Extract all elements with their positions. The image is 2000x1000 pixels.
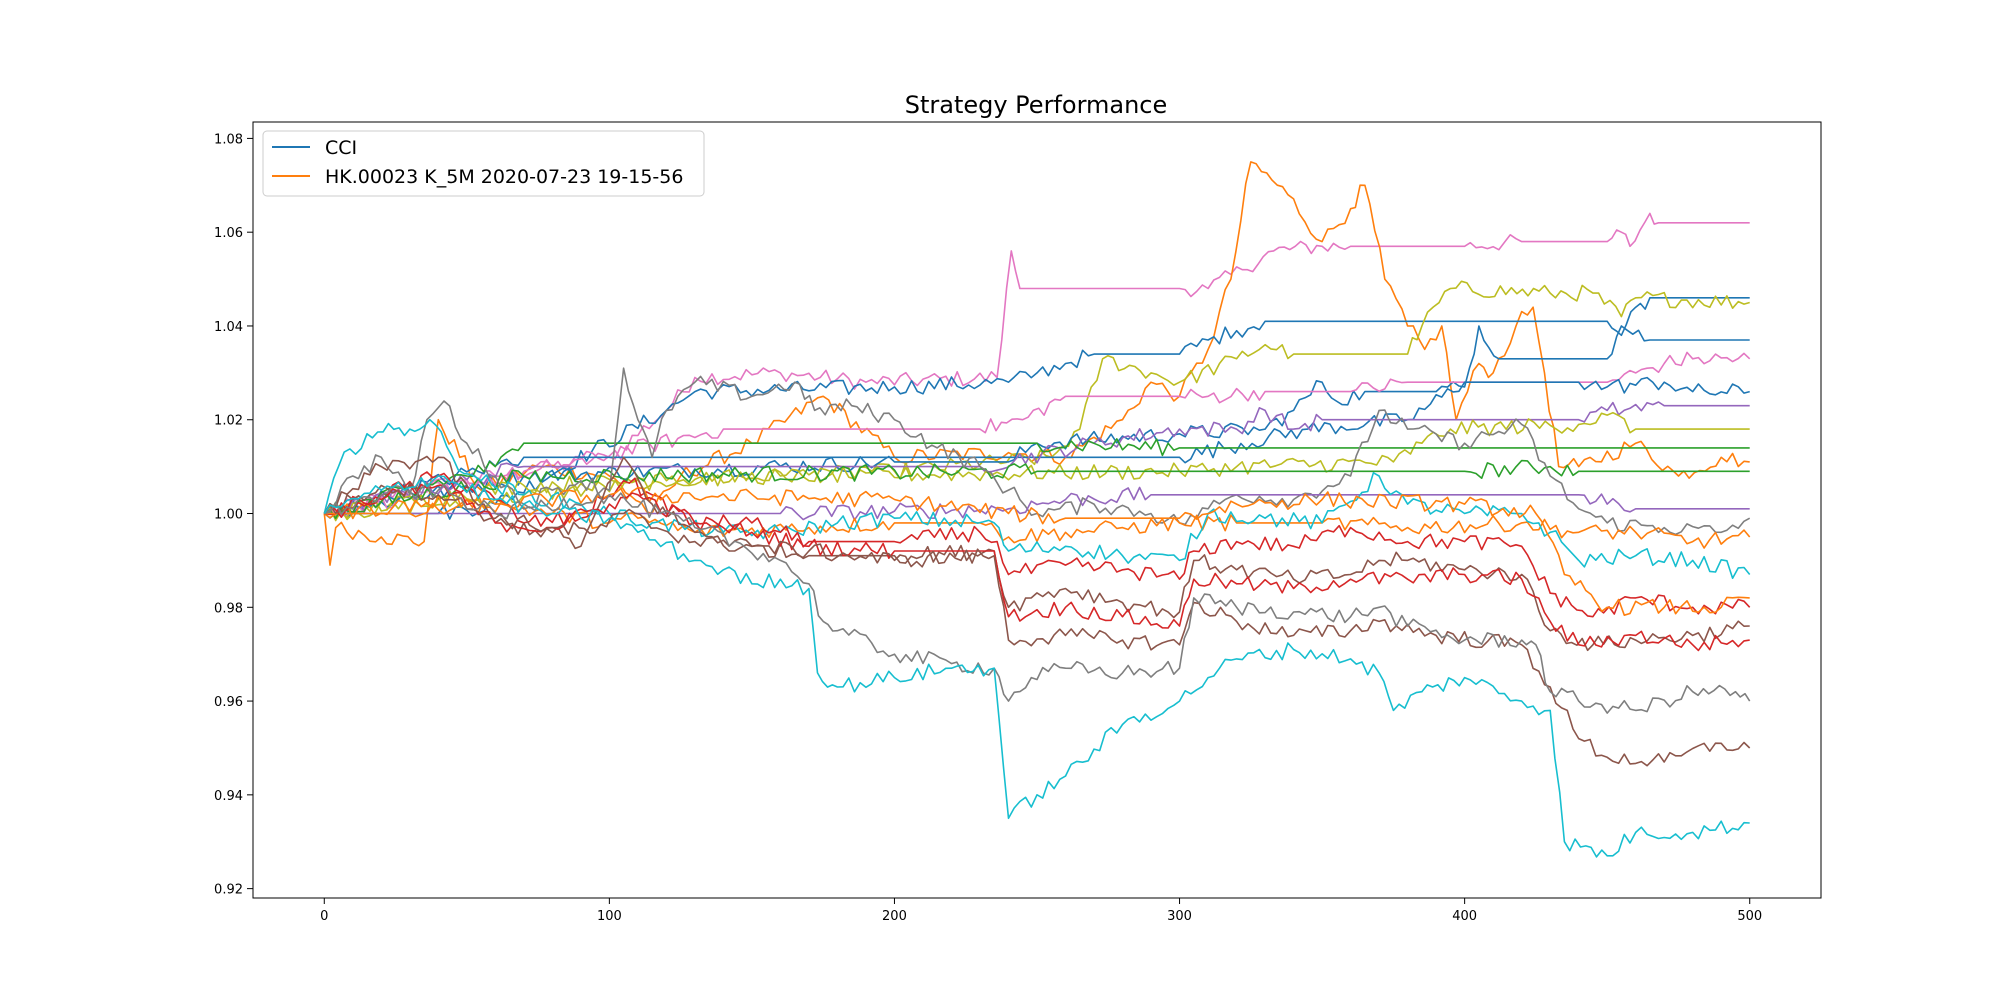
series-layer [323,161,1751,858]
y-tick-label-0: 0.92 [214,883,243,898]
x-tick-label-1: 100 [597,909,622,924]
y-tick-label-5: 1.02 [214,414,243,429]
y-tick-label-8: 1.08 [214,132,243,147]
plot-area-frame [252,121,1822,899]
y-tick-label-3: 0.98 [214,601,243,616]
legend: CCI HK.00023 K_5M 2020-07-23 19-15-56 [262,130,705,197]
y-tick-label-6: 1.04 [214,320,243,335]
series-line-21 [323,475,1750,858]
x-tick-label-2: 200 [882,909,907,924]
series-line-12 [324,486,1750,521]
series-line-14 [323,418,1751,580]
y-axis: 0.92 0.94 0.96 0.98 1.00 1.02 1.04 1.06 1.08 [214,132,253,898]
series-line-7 [324,401,1750,517]
series-line-4 [323,325,1750,519]
x-tick-label-5: 500 [1737,909,1762,924]
series-line-2 [324,297,1750,520]
series-line-9 [324,438,1750,515]
series-line-1 [323,161,1750,566]
series-line-17 [323,455,1750,652]
x-tick-label-0: 0 [320,909,328,924]
legend-label-hk00023: HK.00023 K_5M 2020-07-23 19-15-56 [325,166,683,188]
y-tick-label-7: 1.06 [214,226,243,241]
y-tick-label-2: 0.96 [214,695,243,710]
y-tick-label-4: 1.00 [214,508,243,523]
series-line-15 [324,471,1751,618]
legend-label-cci: CCI [325,137,357,159]
series-line-20 [324,482,1751,714]
x-tick-label-4: 400 [1452,909,1477,924]
series-line-10 [323,459,1750,520]
y-tick-label-1: 0.94 [214,789,243,804]
legend-box [262,130,705,197]
series-line-16 [324,486,1750,616]
x-axis: 0 100 200 300 400 500 [320,898,1762,924]
x-tick-label-3: 300 [1167,909,1192,924]
series-line-19 [323,482,1751,767]
chart-title: Strategy Performance [905,91,1168,119]
